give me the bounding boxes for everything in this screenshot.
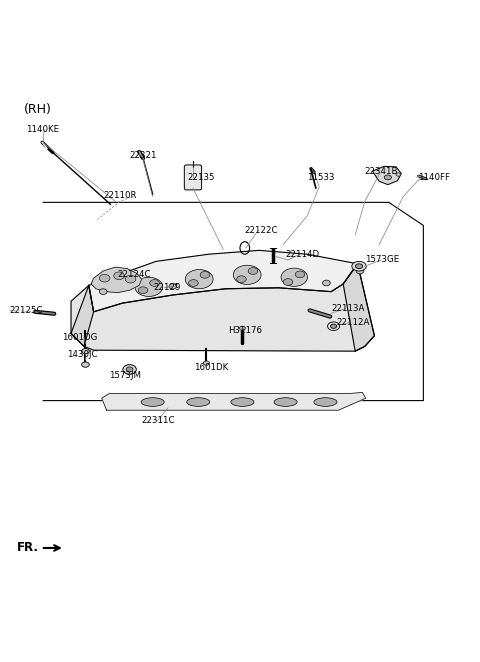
- Text: 22124C: 22124C: [118, 270, 151, 279]
- Text: 22114D: 22114D: [286, 250, 320, 259]
- Ellipse shape: [231, 398, 254, 406]
- Ellipse shape: [99, 289, 107, 295]
- Ellipse shape: [135, 277, 163, 297]
- Ellipse shape: [82, 348, 89, 354]
- Ellipse shape: [314, 398, 337, 406]
- Ellipse shape: [99, 274, 110, 282]
- Ellipse shape: [274, 398, 297, 406]
- Ellipse shape: [384, 175, 392, 180]
- Ellipse shape: [185, 269, 213, 289]
- Ellipse shape: [150, 279, 159, 287]
- Ellipse shape: [82, 362, 89, 367]
- Text: 22112A: 22112A: [336, 318, 370, 327]
- Text: 1601DK: 1601DK: [194, 363, 228, 371]
- Ellipse shape: [141, 398, 164, 406]
- Ellipse shape: [352, 261, 366, 271]
- Ellipse shape: [200, 271, 210, 278]
- Polygon shape: [91, 267, 142, 293]
- Text: 22125C: 22125C: [10, 306, 43, 315]
- Text: 22129: 22129: [154, 283, 181, 293]
- Ellipse shape: [237, 276, 246, 283]
- Polygon shape: [89, 250, 358, 312]
- Ellipse shape: [187, 398, 210, 406]
- Ellipse shape: [138, 287, 148, 293]
- Text: H31176: H31176: [228, 326, 262, 334]
- Text: 1430JC: 1430JC: [67, 350, 98, 359]
- Text: 22321: 22321: [130, 152, 157, 160]
- Ellipse shape: [327, 322, 340, 330]
- Text: FR.: FR.: [17, 542, 39, 555]
- Ellipse shape: [248, 267, 258, 274]
- Polygon shape: [102, 393, 366, 410]
- Ellipse shape: [356, 268, 364, 274]
- Text: 11533: 11533: [307, 173, 335, 182]
- Ellipse shape: [125, 275, 136, 283]
- Ellipse shape: [331, 324, 336, 328]
- Ellipse shape: [169, 284, 177, 289]
- Text: (RH): (RH): [24, 103, 52, 116]
- Polygon shape: [71, 263, 374, 351]
- Text: 22122C: 22122C: [245, 226, 278, 235]
- Text: 1573JM: 1573JM: [109, 371, 142, 380]
- Text: 1140FF: 1140FF: [418, 173, 450, 182]
- Ellipse shape: [126, 367, 133, 372]
- Ellipse shape: [233, 265, 261, 285]
- Ellipse shape: [281, 268, 308, 287]
- Ellipse shape: [355, 263, 363, 269]
- Polygon shape: [343, 263, 374, 351]
- Ellipse shape: [203, 361, 209, 365]
- Ellipse shape: [295, 271, 305, 278]
- Text: 1140KE: 1140KE: [26, 125, 60, 134]
- Text: 22311C: 22311C: [142, 416, 175, 425]
- Ellipse shape: [396, 173, 401, 176]
- Text: 1601DG: 1601DG: [62, 333, 98, 342]
- Ellipse shape: [283, 279, 293, 285]
- Text: 22110R: 22110R: [103, 191, 137, 200]
- Text: 22135: 22135: [187, 173, 215, 182]
- Text: 22113A: 22113A: [331, 304, 365, 313]
- Ellipse shape: [323, 280, 330, 286]
- FancyBboxPatch shape: [184, 165, 202, 190]
- Ellipse shape: [240, 326, 245, 330]
- Text: 22341B: 22341B: [365, 167, 398, 175]
- Text: 1573GE: 1573GE: [365, 256, 399, 264]
- Polygon shape: [372, 166, 401, 185]
- Polygon shape: [71, 285, 94, 346]
- Ellipse shape: [114, 272, 124, 279]
- Ellipse shape: [123, 365, 136, 374]
- Ellipse shape: [189, 279, 198, 287]
